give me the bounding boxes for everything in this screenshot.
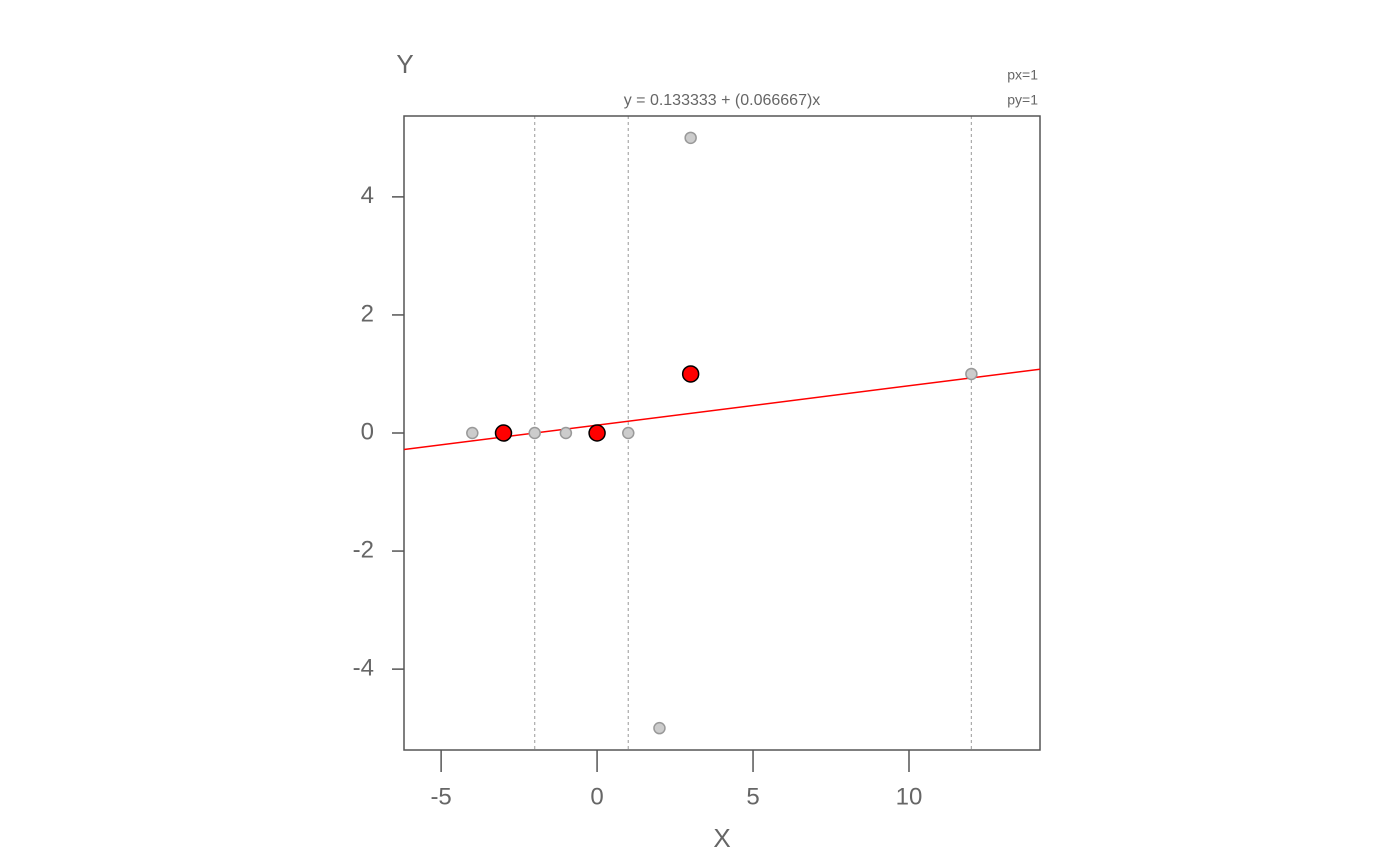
point	[653, 721, 666, 735]
y-tick-label: -2	[353, 536, 374, 563]
point	[528, 426, 541, 440]
y-tick-label: 4	[361, 182, 374, 209]
x-tick-label: 0	[590, 783, 603, 810]
point	[494, 424, 513, 442]
regression-label: y = 0.133333 + (0.066667)x	[624, 92, 821, 109]
point	[622, 426, 635, 440]
point	[559, 426, 573, 440]
point	[965, 367, 978, 381]
y-tick-label: 2	[361, 300, 374, 327]
point	[681, 365, 700, 383]
x-axis-label: X	[713, 823, 730, 853]
point	[466, 426, 479, 440]
y-tick-label: -4	[353, 654, 374, 681]
point	[684, 131, 697, 145]
y-axis-label: Y	[396, 49, 413, 79]
annotation: py=1	[1007, 92, 1038, 108]
annotation: px=1	[1007, 67, 1038, 83]
x-tick-label: 10	[896, 783, 923, 810]
y-tick-label: 0	[361, 418, 374, 445]
point	[588, 424, 606, 442]
x-tick-label: -5	[430, 783, 451, 810]
x-tick-label: 5	[746, 783, 759, 810]
